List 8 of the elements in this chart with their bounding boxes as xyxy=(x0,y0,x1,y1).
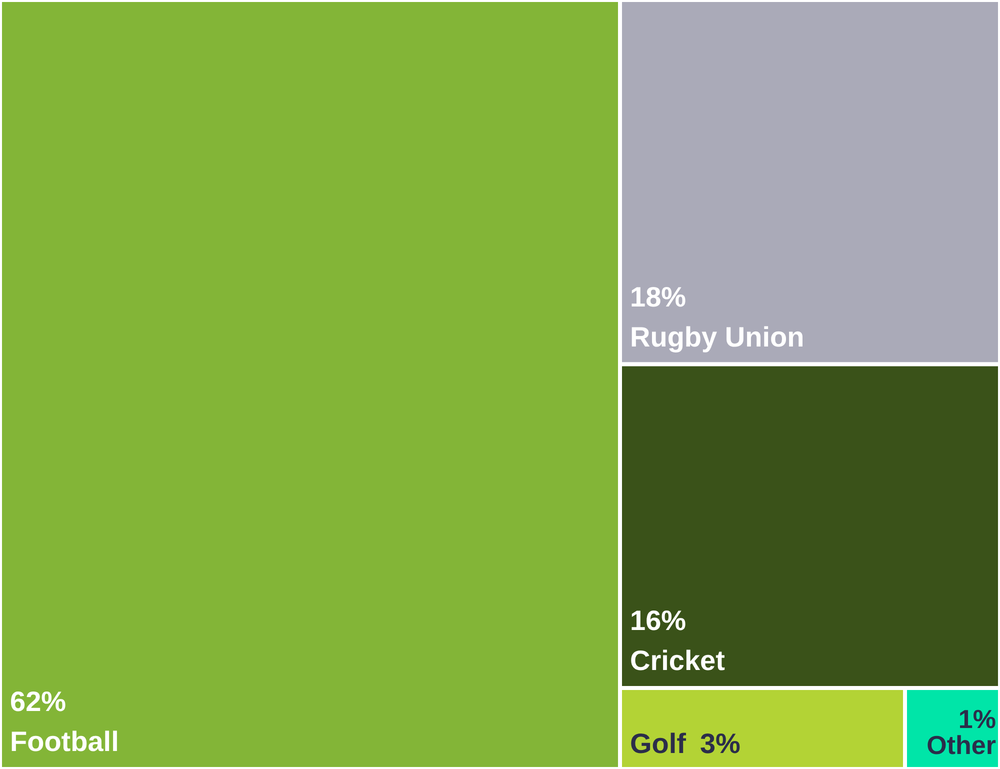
data-label: 18% xyxy=(630,281,686,312)
category-label: Cricket xyxy=(630,645,725,676)
category-label: Golf xyxy=(630,728,687,759)
category-label: Football xyxy=(10,726,119,757)
data-label: 3% xyxy=(700,728,741,759)
category-label: Rugby Union xyxy=(630,321,804,352)
data-label: 62% xyxy=(10,686,66,717)
data-label: 16% xyxy=(630,605,686,636)
